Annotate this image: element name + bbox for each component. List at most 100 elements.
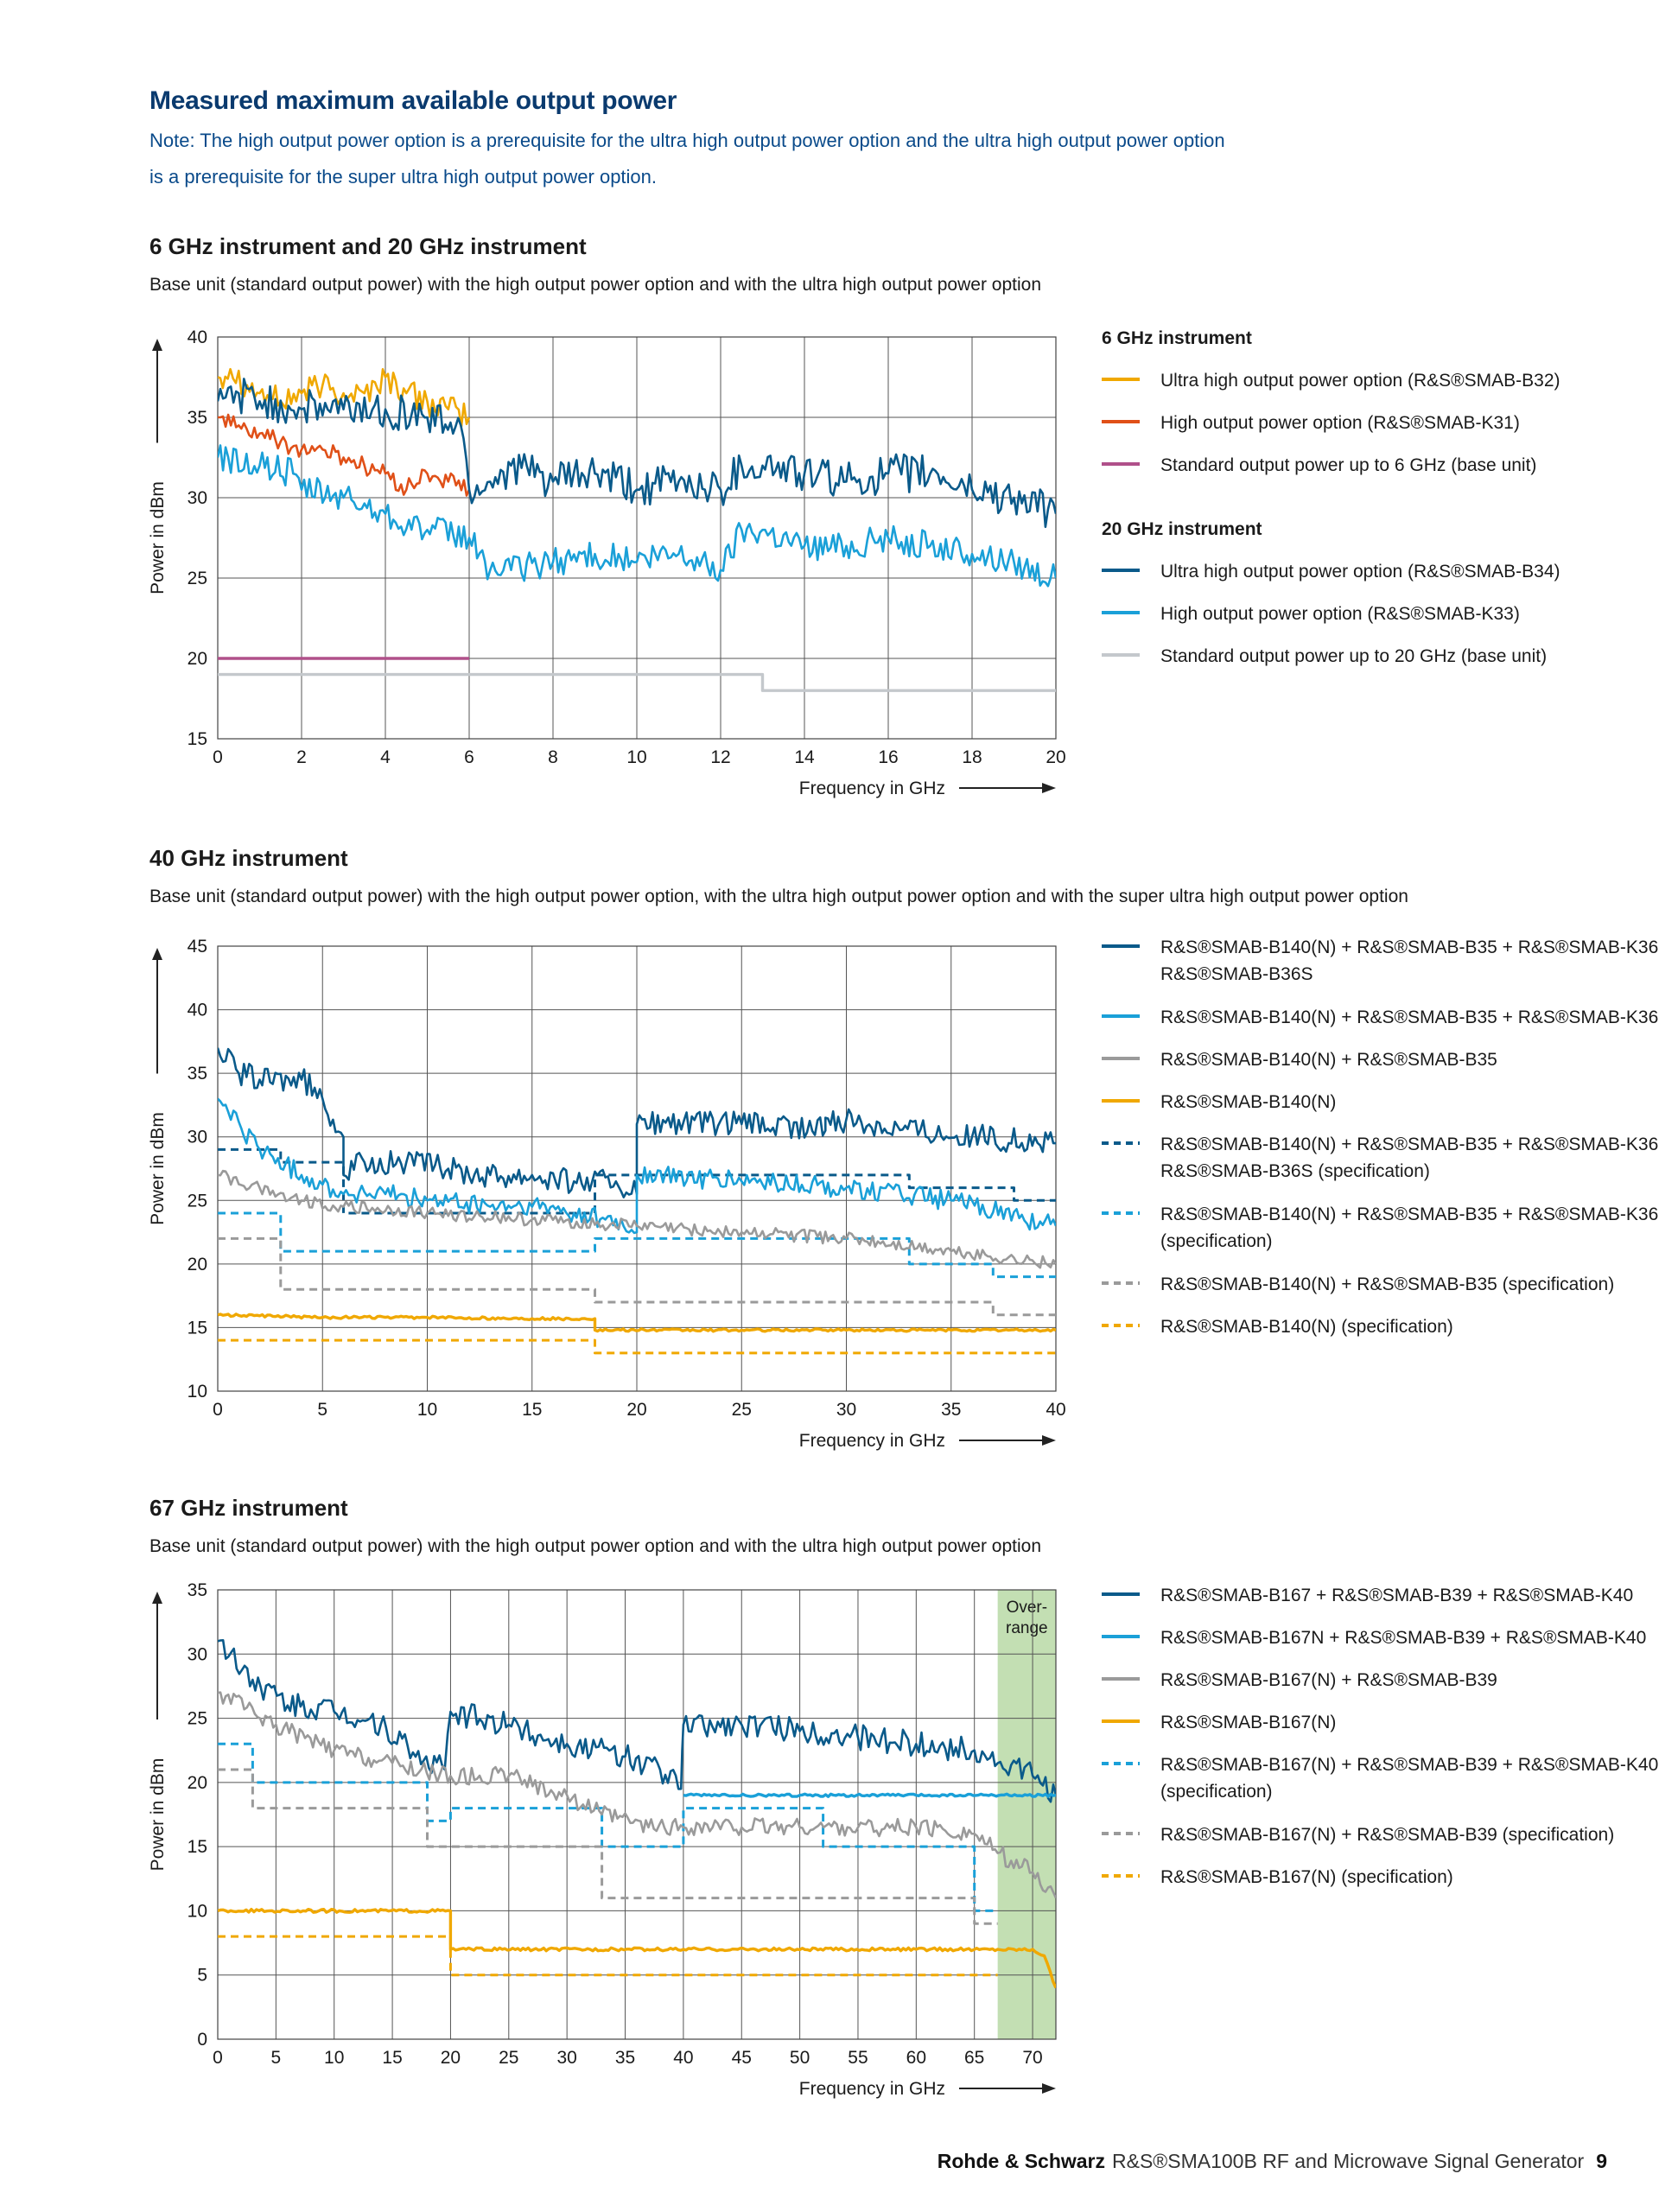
y-tick-label: 10 [188, 1901, 207, 1921]
x-tick-label: 45 [732, 2048, 752, 2068]
x-tick-label: 35 [941, 1400, 961, 1420]
x-tick-label: 6 [464, 747, 474, 767]
legend-group-title: 6 GHz instrument [1102, 328, 1252, 348]
y-axis-label: Power in dBm [148, 481, 168, 594]
legend-label: R&S®SMAB-B140(N) + R&S®SMAB-B35 + R&S®SM… [1160, 1135, 1659, 1154]
series-line-5 [218, 1147, 1056, 1215]
plot-frame [217, 1589, 1057, 2040]
y-tick-label: 20 [188, 649, 207, 669]
chart1-title: 6 GHz instrument and 20 GHz instrument [149, 233, 587, 259]
legend-label: (specification) [1160, 1231, 1273, 1251]
x-tick-label: 20 [441, 2048, 461, 2068]
legend-group-title: 20 GHz instrument [1102, 519, 1262, 539]
x-tick-label: 55 [848, 2048, 868, 2068]
legend-label: R&S®SMAB-B167(N) + R&S®SMAB-B39 + R&S®SM… [1160, 1755, 1658, 1775]
y-tick-label: 15 [188, 1318, 207, 1338]
y-tick-label: 25 [188, 1191, 207, 1211]
series-line-3 [218, 1169, 1056, 1269]
x-tick-label: 0 [213, 747, 223, 767]
series-line-6 [218, 672, 1056, 692]
x-tick-label: 30 [836, 1400, 856, 1420]
x-tick-label: 5 [317, 1400, 327, 1420]
chart-40ghz: 0 5 10 15 20 25 30 35 40 10 15 20 25 30 35 40 45 Power in… [148, 937, 1659, 1451]
series-line-6 [218, 1768, 998, 1925]
y-tick-label: 30 [188, 488, 207, 508]
y-tick-label: 20 [188, 1773, 207, 1793]
chart3-title: 67 GHz instrument [149, 1495, 348, 1521]
x-tick-label: 0 [213, 2048, 223, 2068]
legend-label: R&S®SMAB-B140(N) [1160, 1092, 1336, 1112]
footer-brand: Rohde & Schwarz [937, 2150, 1106, 2172]
y-tick-label: 25 [188, 569, 207, 588]
x-tick-label: 10 [324, 2048, 344, 2068]
over-range-label-1: Over- [1007, 1599, 1048, 1617]
y-axis-arrow-head [152, 1592, 162, 1604]
chart-67ghz: Over-range 0 5 10 15 20 25 30 35 40 45 50 55 60 65 70 0 5… [148, 1580, 1658, 2099]
y-tick-label: 0 [197, 2030, 207, 2050]
x-tick-label: 40 [1046, 1400, 1065, 1420]
x-axis-arrow-head [1042, 783, 1056, 793]
footer-product: R&S®SMA100B RF and Microwave Signal Gene… [1112, 2150, 1585, 2172]
y-tick-label: 15 [188, 729, 207, 749]
series-line-5 [218, 1742, 998, 1912]
page-number: 9 [1596, 2150, 1607, 2172]
y-tick-label: 40 [188, 1001, 207, 1020]
series-line-1 [218, 1047, 1056, 1198]
y-tick-label: 35 [188, 408, 207, 428]
series-line-5 [218, 444, 1056, 588]
over-range-label-2: range [1006, 1619, 1048, 1637]
x-tick-label: 40 [673, 2048, 693, 2068]
y-tick-label: 30 [188, 1644, 207, 1664]
note-line-1: Note: The high output power option is a … [149, 130, 1225, 151]
chart1-subtitle: Base unit (standard output power) with t… [149, 275, 1042, 295]
legend-label: R&S®SMAB-B36S [1160, 964, 1313, 984]
x-axis-label: Frequency in GHz [799, 2079, 945, 2099]
y-tick-label: 25 [188, 1709, 207, 1729]
legend-label: R&S®SMAB-B167N + R&S®SMAB-B39 + R&S®SMAB… [1160, 1628, 1646, 1648]
x-axis-label: Frequency in GHz [799, 779, 945, 798]
x-tick-label: 10 [626, 747, 646, 767]
legend-label: R&S®SMAB-B140(N) + R&S®SMAB-B35 [1160, 1050, 1497, 1070]
legend-label: R&S®SMAB-B167(N) + R&S®SMAB-B39 [1160, 1670, 1497, 1690]
series-line-1 [218, 1639, 1056, 1803]
legend-label: Standard output power up to 20 GHz (base… [1160, 646, 1547, 666]
series-line-4 [218, 1908, 1056, 1989]
x-tick-label: 16 [878, 747, 898, 767]
x-tick-label: 60 [906, 2048, 926, 2068]
legend-label: R&S®SMAB-B140(N) + R&S®SMAB-B35 + R&S®SM… [1160, 1007, 1658, 1027]
y-tick-label: 15 [188, 1837, 207, 1857]
page-heading: Measured maximum available output power [149, 86, 677, 115]
series-line-4 [218, 1313, 1056, 1333]
legend-label: R&S®SMAB-B167 + R&S®SMAB-B39 + R&S®SMAB-… [1160, 1586, 1633, 1605]
y-tick-label: 35 [188, 1064, 207, 1084]
series-line-1 [218, 367, 471, 429]
x-tick-label: 35 [615, 2048, 635, 2068]
legend-label: R&S®SMAB-B167(N) (specification) [1160, 1867, 1453, 1887]
y-axis-arrow-head [152, 339, 162, 351]
chart2-title: 40 GHz instrument [149, 845, 348, 871]
plot-frame [217, 945, 1057, 1392]
x-tick-label: 65 [964, 2048, 984, 2068]
x-tick-label: 4 [380, 747, 391, 767]
legend-label: R&S®SMAB-B36S (specification) [1160, 1161, 1430, 1181]
legend-label: High output power option (R&S®SMAB-K33) [1160, 604, 1520, 624]
x-tick-label: 20 [1046, 747, 1065, 767]
series-line-7 [218, 1236, 1056, 1317]
chart2-subtitle: Base unit (standard output power) with t… [149, 887, 1408, 906]
x-axis-arrow-head [1042, 2083, 1056, 2094]
x-axis-arrow-head [1042, 1435, 1056, 1446]
x-tick-label: 20 [626, 1400, 646, 1420]
x-tick-label: 50 [790, 2048, 810, 2068]
x-tick-label: 70 [1022, 2048, 1042, 2068]
series-line-8 [218, 1338, 1056, 1355]
x-tick-label: 0 [213, 1400, 223, 1420]
y-tick-label: 5 [197, 1966, 207, 1986]
series-line-6 [218, 1211, 1056, 1279]
y-tick-label: 30 [188, 1128, 207, 1147]
x-tick-label: 25 [732, 1400, 752, 1420]
x-tick-label: 10 [417, 1400, 437, 1420]
page-footer: Rohde & Schwarz R&S®SMA100B RF and Microw… [938, 2150, 1607, 2173]
y-tick-label: 10 [188, 1382, 207, 1402]
y-tick-label: 35 [188, 1580, 207, 1600]
